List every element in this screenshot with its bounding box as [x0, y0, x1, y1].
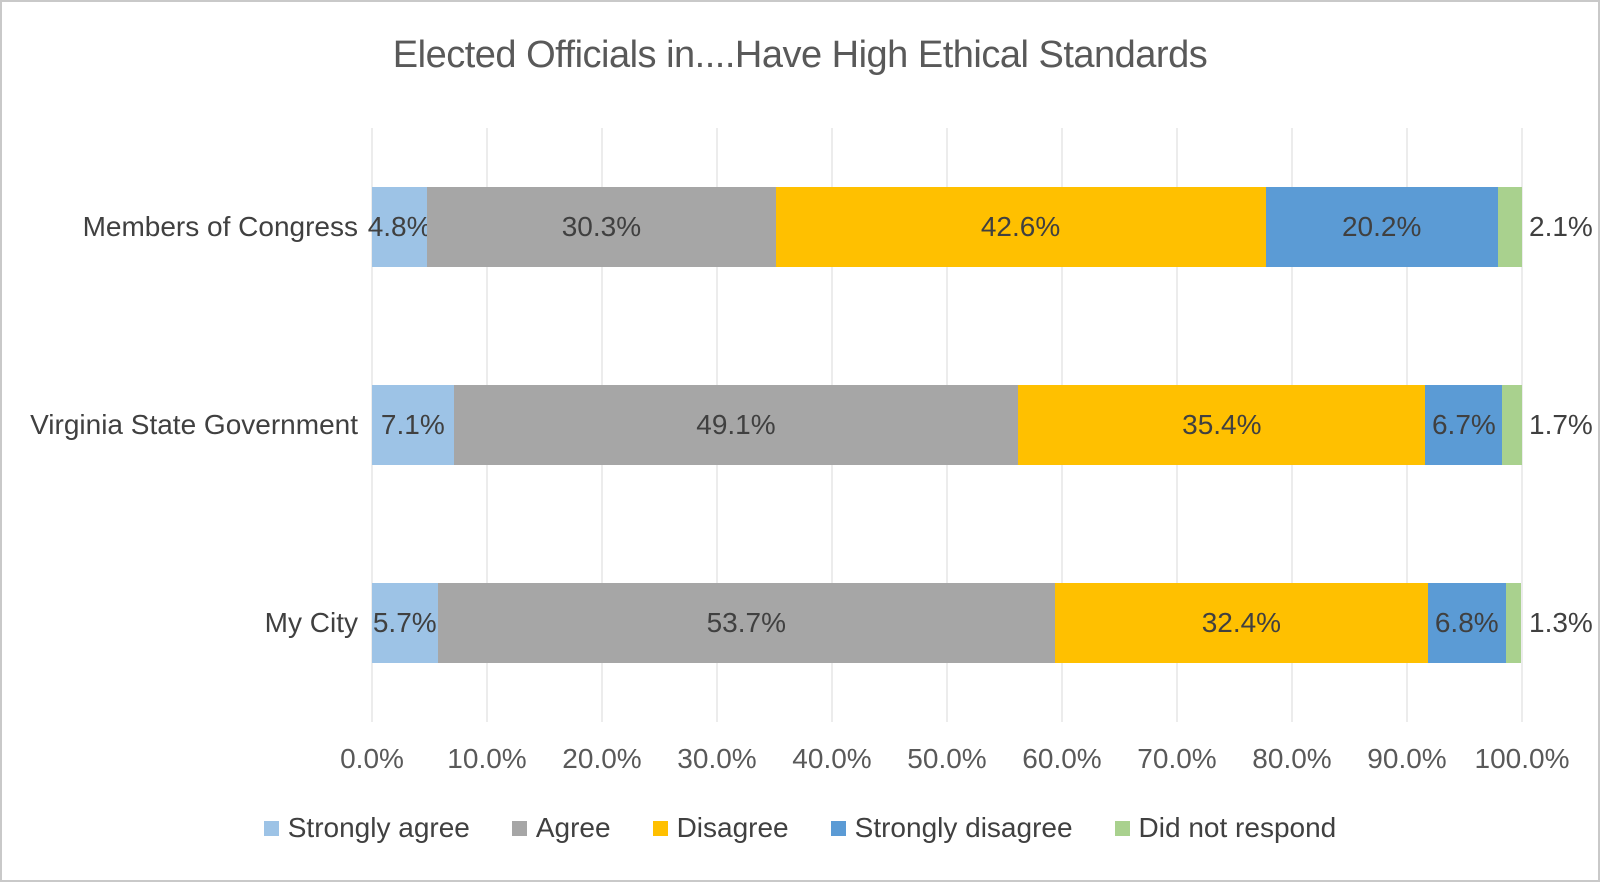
x-tick-label: 10.0%: [447, 743, 527, 774]
gridline: [1521, 128, 1523, 722]
legend-label: Strongly agree: [287, 812, 470, 843]
legend: Strongly agree Agree Disagree Strongly disa…: [2, 812, 1598, 844]
data-label: 7.1%: [380, 409, 445, 440]
legend-item: Disagree: [652, 812, 789, 844]
legend-label: Strongly disagree: [854, 812, 1073, 843]
bar-segment: 5.7%: [372, 583, 438, 663]
legend-item: Strongly agree: [263, 812, 470, 844]
bar-segment: 35.4%: [1018, 385, 1426, 465]
data-label: 49.1%: [696, 409, 776, 440]
bar-segment: 6.7%: [1425, 385, 1503, 465]
legend-label: Did not respond: [1138, 812, 1337, 843]
category-label: My City: [264, 607, 358, 638]
x-tick-label: 50.0%: [907, 743, 987, 774]
x-tick-label: 40.0%: [792, 743, 872, 774]
bar-segment: 6.8%: [1427, 583, 1506, 663]
data-label: 35.4%: [1182, 409, 1262, 440]
bar-segment: 53.7%: [437, 583, 1056, 663]
category-label: Members of Congress: [82, 211, 358, 242]
data-label: 6.7%: [1431, 409, 1496, 440]
legend-label: Disagree: [676, 812, 789, 843]
category-label: Virginia State Government: [30, 409, 358, 440]
data-label-outside: 1.3%: [1529, 607, 1593, 638]
bar-segment: [1505, 583, 1521, 663]
bar-segment: 42.6%: [775, 187, 1266, 267]
legend-item: Did not respond: [1114, 812, 1337, 844]
legend-label: Agree: [535, 812, 611, 843]
data-label: 20.2%: [1341, 211, 1422, 242]
legend-swatch-icon: [830, 820, 846, 836]
x-axis: 0.0% 10.0% 20.0% 30.0% 40.0% 50.0% 60.0% 70.0% 8…: [340, 743, 1569, 779]
bar-segment: [1497, 187, 1522, 267]
legend-swatch-icon: [263, 820, 279, 836]
data-label: 4.8%: [367, 211, 432, 242]
bar-segment: 30.3%: [427, 187, 776, 267]
legend-swatch-icon: [1114, 820, 1130, 836]
x-tick-label: 100.0%: [1474, 743, 1570, 774]
data-label: 53.7%: [706, 607, 787, 638]
bar: 5.7% 53.7% 32.4% 6.8% 1.3%: [372, 583, 1593, 663]
data-label: 5.7%: [372, 607, 437, 638]
x-tick-label: 90.0%: [1367, 743, 1447, 774]
data-label: 30.3%: [561, 211, 642, 242]
bar-segment: 7.1%: [372, 385, 454, 465]
legend-swatch-icon: [652, 820, 668, 836]
x-tick-label: 60.0%: [1022, 743, 1102, 774]
data-label: 32.4%: [1201, 607, 1282, 638]
x-tick-label: 30.0%: [677, 743, 757, 774]
x-tick-label: 70.0%: [1137, 743, 1217, 774]
legend-item: Strongly disagree: [830, 812, 1073, 844]
bar: 4.8% 30.3% 42.6% 20.2% 2.1%: [368, 187, 1593, 267]
chart-title: Elected Officials in....Have High Ethica…: [392, 34, 1208, 76]
x-tick-label: 20.0%: [562, 743, 642, 774]
legend-swatch-icon: [511, 820, 527, 836]
data-label-outside: 2.1%: [1529, 211, 1593, 242]
data-label: 42.6%: [980, 211, 1061, 242]
bar-segment: 49.1%: [453, 385, 1019, 465]
bar-segment: 4.8%: [368, 187, 432, 267]
legend-item: Agree: [511, 812, 611, 844]
bar-segment: 20.2%: [1265, 187, 1498, 267]
x-tick-label: 0.0%: [340, 743, 404, 774]
data-label: 6.8%: [1434, 607, 1499, 638]
data-label-outside: 1.7%: [1529, 409, 1593, 440]
x-tick-label: 80.0%: [1252, 743, 1332, 774]
bar-segment: [1502, 385, 1522, 465]
bar-segment: 32.4%: [1055, 583, 1428, 663]
bar: 7.1% 49.1% 35.4% 6.7% 1.7%: [372, 385, 1593, 465]
plot-area: 4.8% 30.3% 42.6% 20.2% 2.1% 7.1% 49.1% 35.4% 6.7…: [368, 128, 1593, 722]
